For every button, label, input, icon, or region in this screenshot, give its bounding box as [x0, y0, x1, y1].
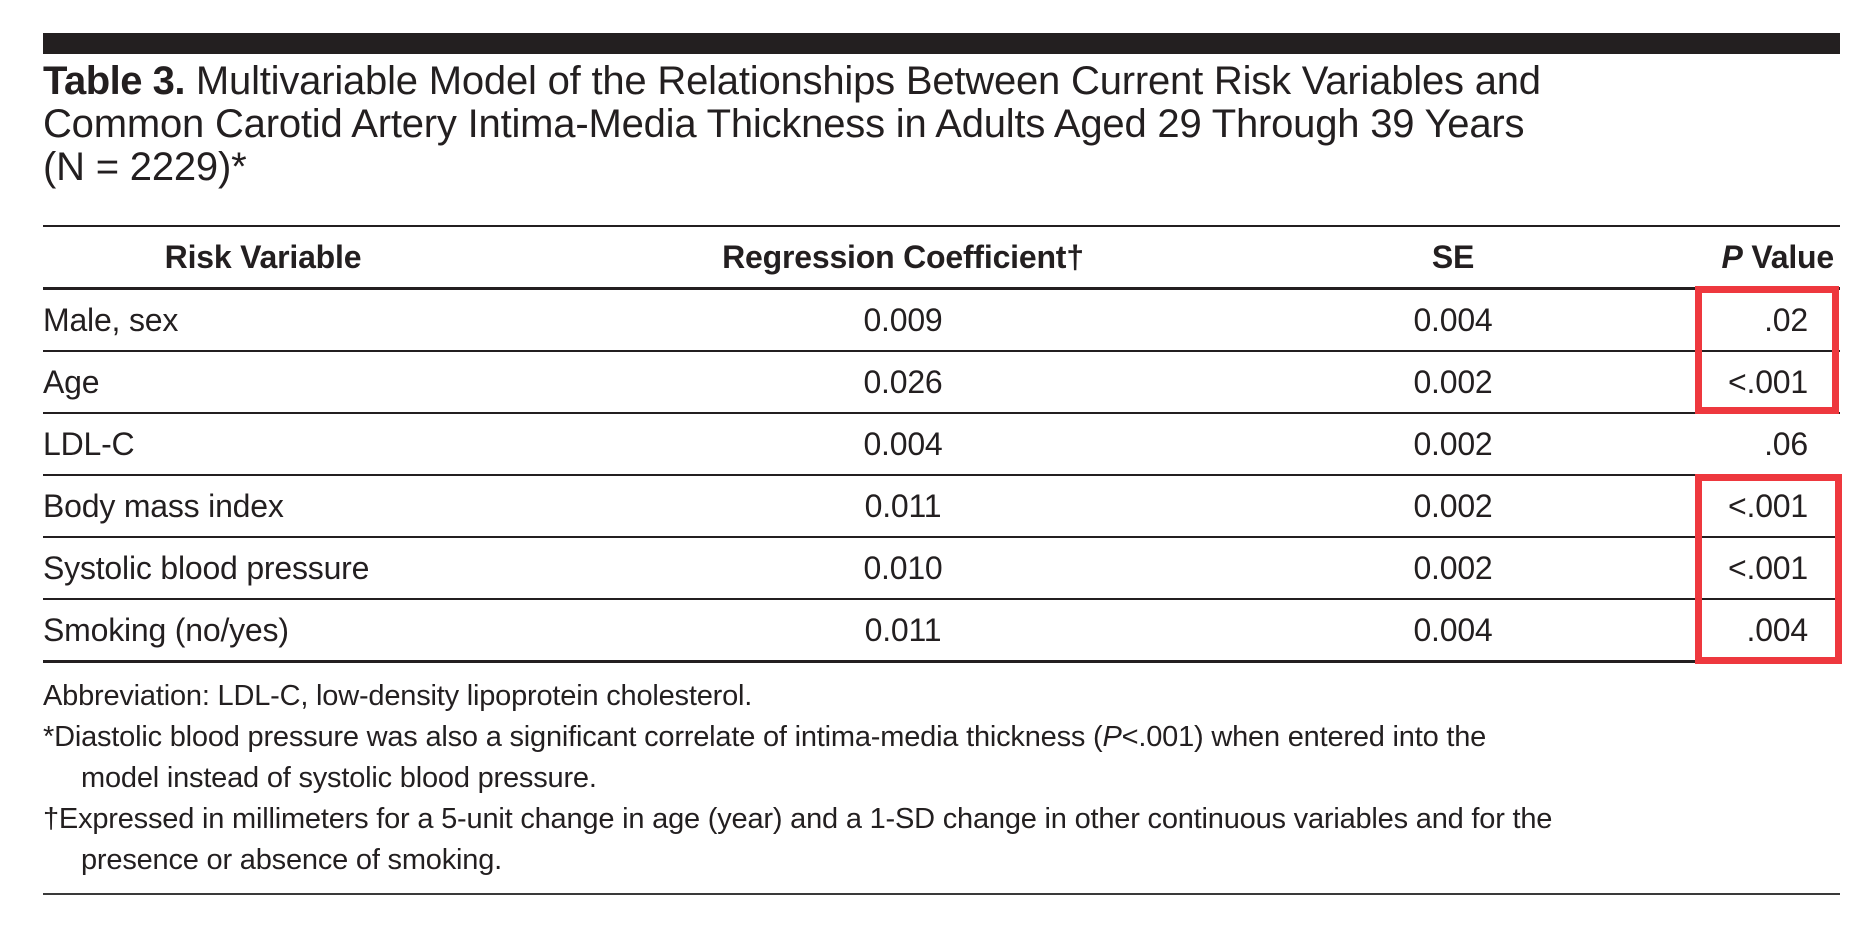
- data-table: Risk Variable Regression Coefficient† SE…: [43, 225, 1840, 663]
- cell-coefficient: 0.011: [864, 487, 942, 524]
- cell-p-value: .004: [1746, 611, 1809, 648]
- footnote-asterisk-pre: *Diastolic blood pressure was also a sig…: [43, 721, 1103, 753]
- cell-coefficient: 0.026: [863, 363, 943, 400]
- cell-se: 0.002: [1413, 549, 1493, 586]
- cell-p-value: <.001: [1728, 487, 1808, 524]
- cell-se: 0.002: [1413, 487, 1493, 524]
- header-p-value-rest: Value: [1742, 238, 1834, 275]
- cell-se: 0.002: [1413, 425, 1493, 462]
- cell-coefficient: 0.004: [863, 425, 943, 462]
- title-line-1: Table 3. Multivariable Model of the Rela…: [43, 60, 1823, 103]
- table-row-age: Age 0.026 0.002 <.001: [43, 352, 1840, 414]
- title-line-1-text: Multivariable Model of the Relationships…: [184, 59, 1541, 103]
- header-p-value: P Value: [1583, 239, 1840, 276]
- header-risk-variable: Risk Variable: [164, 238, 362, 275]
- table-row-male-sex: Male, sex 0.009 0.004 .02: [43, 290, 1840, 352]
- table-number-label: Table 3.: [43, 59, 185, 103]
- cell-p-value: .02: [1764, 301, 1808, 338]
- table-row-ldl-c: LDL-C 0.004 0.002 .06: [43, 414, 1840, 476]
- title-line-3: (N = 2229)*: [43, 145, 247, 189]
- table-footnotes: Abbreviation: LDL-C, low-density lipopro…: [43, 676, 1840, 881]
- table-title: Table 3. Multivariable Model of the Rela…: [43, 60, 1823, 189]
- cell-se: 0.004: [1413, 611, 1493, 648]
- cell-coefficient: 0.010: [863, 549, 943, 586]
- footnote-asterisk-line-2: model instead of systolic blood pressure…: [81, 762, 597, 794]
- bottom-rule: [43, 893, 1840, 895]
- footnote-abbreviation: Abbreviation: LDL-C, low-density lipopro…: [43, 680, 753, 712]
- header-se: SE: [1431, 238, 1475, 275]
- cell-se: 0.002: [1413, 363, 1493, 400]
- cell-variable: LDL-C: [43, 425, 135, 462]
- cell-variable: Smoking (no/yes): [43, 611, 289, 648]
- cell-coefficient: 0.011: [864, 611, 942, 648]
- footnote-dagger-line-2: presence or absence of smoking.: [81, 844, 502, 876]
- table-row-systolic-blood-pressure: Systolic blood pressure 0.010 0.002 <.00…: [43, 538, 1840, 600]
- cell-variable: Male, sex: [43, 301, 179, 338]
- footnote-asterisk-line-1: *Diastolic blood pressure was also a sig…: [43, 717, 1840, 758]
- header-p-italic: P: [1721, 238, 1743, 275]
- cell-variable: Age: [43, 363, 100, 400]
- cell-variable: Systolic blood pressure: [43, 549, 370, 586]
- top-black-bar: [43, 33, 1840, 54]
- cell-p-value: <.001: [1728, 363, 1808, 400]
- title-line-2: Common Carotid Artery Intima-Media Thick…: [43, 102, 1525, 146]
- footnote-asterisk-post: <.001) when entered into the: [1121, 721, 1487, 753]
- table-header-row: Risk Variable Regression Coefficient† SE…: [43, 227, 1840, 290]
- footnote-dagger-line-1: †Expressed in millimeters for a 5-unit c…: [43, 803, 1553, 835]
- table-row-body-mass-index: Body mass index 0.011 0.002 <.001: [43, 476, 1840, 538]
- header-regression-coefficient: Regression Coefficient†: [722, 238, 1084, 275]
- cell-coefficient: 0.009: [863, 301, 943, 338]
- table-row-smoking: Smoking (no/yes) 0.011 0.004 .004: [43, 600, 1840, 663]
- cell-variable: Body mass index: [43, 487, 284, 524]
- cell-p-value: .06: [1764, 425, 1808, 462]
- cell-se: 0.004: [1413, 301, 1493, 338]
- footnote-asterisk-p-italic: P: [1102, 721, 1122, 753]
- cell-p-value: <.001: [1728, 549, 1808, 586]
